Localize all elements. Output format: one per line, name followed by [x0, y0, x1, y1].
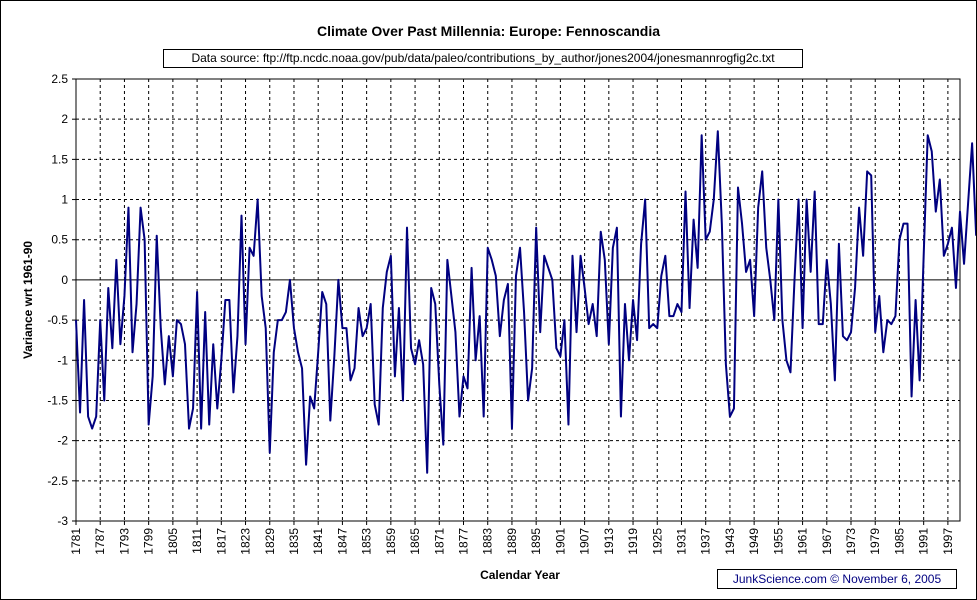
x-axis-ticks: 1781 1787 1793 1799 1805 1811 1817 1823 1829 1835…	[69, 521, 955, 555]
y-axis-ticks: 2.5 2 1.5 1 0.5 0 -0.5 -1 -1.5 -2 -2.5 -3	[47, 72, 76, 528]
x-tick-label: 1937	[699, 528, 713, 555]
y-axis-title: Variance wrt 1961-90	[21, 241, 35, 359]
x-tick-label: 1823	[239, 528, 253, 555]
credit-box: JunkScience.com © November 6, 2005	[717, 569, 957, 589]
y-tick-label: -1.5	[47, 393, 68, 407]
y-tick-label: -3	[57, 514, 68, 528]
grid-lines	[76, 79, 960, 521]
x-tick-label: 1877	[457, 528, 471, 555]
x-tick-label: 1925	[650, 528, 664, 555]
credit-date: November 6, 2005	[842, 572, 942, 586]
x-tick-label: 1799	[142, 528, 156, 555]
y-tick-label: 1.5	[51, 152, 68, 166]
x-tick-label: 1853	[360, 528, 374, 555]
y-tick-label: 1	[61, 193, 68, 207]
x-tick-label: 1931	[674, 528, 688, 555]
x-tick-label: 1871	[432, 528, 446, 555]
x-tick-label: 1883	[481, 528, 495, 555]
x-tick-label: 1901	[553, 528, 567, 555]
x-tick-label: 1949	[747, 528, 761, 555]
y-tick-label: 2	[61, 112, 68, 126]
x-tick-label: 1793	[117, 528, 131, 555]
x-tick-label: 1811	[190, 528, 204, 554]
x-tick-label: 1865	[408, 528, 422, 555]
x-tick-label: 1859	[384, 528, 398, 555]
y-tick-label: 0	[61, 273, 68, 287]
data-source-box: Data source: ftp://ftp.ncdc.noaa.gov/pub…	[163, 49, 803, 68]
x-tick-label: 1889	[505, 528, 519, 555]
x-axis-title: Calendar Year	[480, 568, 560, 582]
y-tick-label: 2.5	[51, 72, 68, 86]
x-tick-label: 1841	[311, 528, 325, 555]
y-tick-label: 0.5	[51, 233, 68, 247]
x-tick-label: 1835	[287, 528, 301, 555]
x-tick-label: 1913	[602, 528, 616, 555]
x-tick-label: 1943	[723, 528, 737, 555]
credit-copyright: ©	[830, 572, 840, 586]
series-group	[75, 130, 976, 474]
x-tick-label: 1817	[214, 528, 228, 555]
chart-title: Climate Over Past Millennia: Europe: Fen…	[316, 23, 661, 39]
y-tick-label: -2	[57, 434, 68, 448]
x-tick-label: 1805	[166, 528, 180, 555]
x-tick-label: 1895	[529, 528, 543, 555]
y-tick-label: -1	[57, 353, 68, 367]
y-tick-label: -0.5	[47, 313, 68, 327]
x-tick-label: 1997	[941, 528, 955, 555]
y-tick-label: -2.5	[47, 474, 68, 488]
x-tick-label: 1787	[93, 528, 107, 555]
x-tick-label: 1967	[820, 528, 834, 555]
x-tick-label: 1973	[844, 528, 858, 555]
x-tick-label: 1955	[771, 528, 785, 555]
x-tick-label: 1829	[263, 528, 277, 555]
x-tick-label: 1919	[626, 528, 640, 555]
x-tick-label: 1781	[69, 528, 83, 555]
series-line	[75, 130, 976, 474]
plot-area	[75, 78, 961, 522]
x-tick-label: 1979	[868, 528, 882, 555]
x-tick-label: 1847	[335, 528, 349, 555]
credit-site: JunkScience.com	[732, 572, 827, 586]
x-tick-label: 1961	[796, 528, 810, 555]
x-tick-label: 1991	[917, 528, 931, 555]
x-tick-label: 1907	[578, 528, 592, 555]
x-tick-label: 1985	[892, 528, 906, 555]
